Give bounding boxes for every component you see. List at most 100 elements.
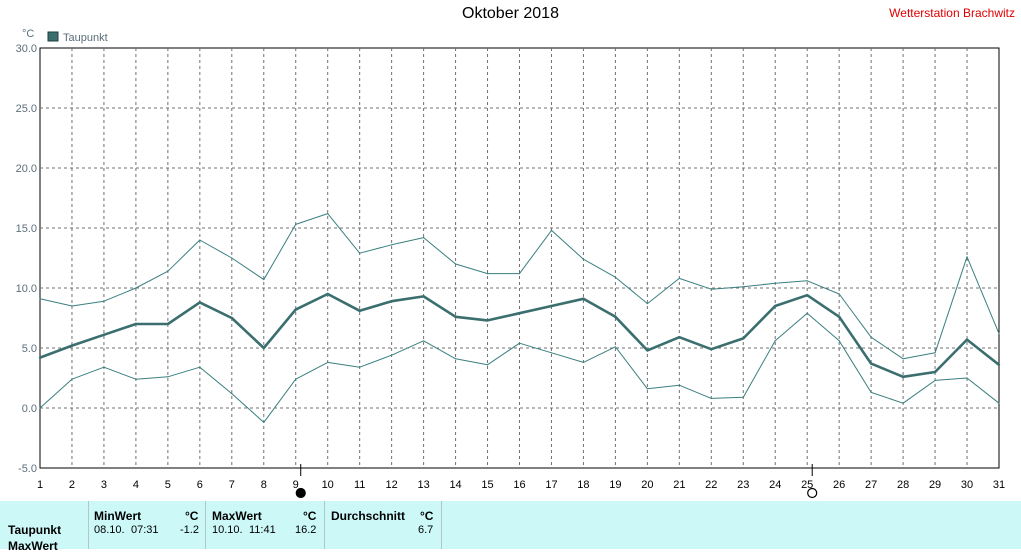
x-tick-label: 4 xyxy=(133,479,139,491)
data-point-max xyxy=(486,273,489,275)
data-point-min xyxy=(486,364,489,366)
data-point-min xyxy=(423,340,425,342)
chart-grid xyxy=(39,47,1000,469)
data-point-max xyxy=(806,280,808,282)
data-point-min xyxy=(391,354,393,356)
y-tick-label: 25.0 xyxy=(16,103,37,115)
data-point-mean xyxy=(326,292,329,296)
y-tick-label: 0.0 xyxy=(22,403,37,415)
x-tick-label: 5 xyxy=(165,479,171,491)
x-tick-label: 24 xyxy=(769,479,781,491)
data-point-max xyxy=(550,229,553,231)
min-time: 07:31 xyxy=(131,524,159,536)
data-point-min xyxy=(966,377,968,379)
data-point-max xyxy=(391,244,393,246)
data-point-mean xyxy=(869,362,873,365)
data-point-min xyxy=(646,388,648,390)
x-tick-label: 25 xyxy=(801,479,813,491)
data-point-max xyxy=(582,258,585,260)
x-tick-label: 23 xyxy=(737,479,749,491)
data-point-mean xyxy=(70,344,74,347)
data-point-mean xyxy=(837,315,841,318)
data-point-mean xyxy=(134,322,138,326)
data-point-min xyxy=(103,366,105,368)
data-point-mean xyxy=(454,315,457,318)
data-point-min xyxy=(774,340,776,342)
data-point-min xyxy=(710,397,712,399)
y-axis-unit: °C xyxy=(22,28,34,40)
x-tick-label: 9 xyxy=(293,479,299,491)
x-tick-label: 22 xyxy=(705,479,717,491)
data-point-mean xyxy=(742,337,745,340)
data-point-max xyxy=(934,352,936,354)
data-point-max xyxy=(966,256,968,258)
data-point-min xyxy=(327,361,329,363)
data-point-max xyxy=(742,286,744,288)
data-point-mean xyxy=(678,336,681,339)
min-unit: °C xyxy=(185,509,199,523)
full-moon-icon xyxy=(807,487,818,499)
data-point-mean xyxy=(965,338,969,341)
data-point-max xyxy=(199,239,201,241)
data-point-min xyxy=(902,402,904,404)
x-tick-label: 30 xyxy=(961,479,973,491)
data-point-mean xyxy=(358,309,361,312)
x-tick-label: 14 xyxy=(449,479,461,491)
x-tick-label: 17 xyxy=(545,479,557,491)
data-point-max xyxy=(998,333,1000,335)
data-point-mean xyxy=(294,308,297,311)
data-point-min xyxy=(199,366,201,368)
footer-row-label-column: Taupunkt MaxWert xyxy=(0,501,89,553)
min-value: -1.2 xyxy=(180,524,199,536)
x-tick-label: 1 xyxy=(37,479,43,491)
data-point-max xyxy=(71,305,73,307)
data-point-min xyxy=(359,366,361,368)
data-point-mean xyxy=(997,363,1001,366)
data-point-max xyxy=(231,257,233,259)
average-unit: °C xyxy=(420,509,434,523)
data-point-mean xyxy=(582,297,585,300)
x-tick-label: 10 xyxy=(322,479,334,491)
data-point-mean xyxy=(230,316,233,320)
data-point-max xyxy=(167,270,169,272)
data-point-min xyxy=(614,346,617,348)
data-point-min xyxy=(934,379,936,381)
data-point-mean xyxy=(550,304,553,308)
min-date: 08.10. xyxy=(94,524,125,536)
data-point-max xyxy=(774,282,776,284)
x-tick-label: 19 xyxy=(609,479,621,491)
x-tick-label: 27 xyxy=(865,479,877,491)
data-point-max xyxy=(838,293,840,295)
data-point-mean xyxy=(646,349,649,352)
max-date: 10.10. xyxy=(212,524,243,536)
max-unit: °C xyxy=(303,509,317,523)
data-point-min xyxy=(295,378,297,380)
x-tick-label: 31 xyxy=(993,479,1005,491)
data-point-mean xyxy=(901,375,905,378)
chart-legend: Taupunkt xyxy=(47,31,108,44)
data-point-mean xyxy=(422,295,425,298)
x-tick-label: 29 xyxy=(929,479,941,491)
max-value: 16.2 xyxy=(295,524,317,536)
data-point-max xyxy=(39,298,41,300)
legend-swatch-taupunkt xyxy=(47,31,59,42)
moon-phase-markers xyxy=(295,464,818,499)
data-point-min xyxy=(998,402,1000,404)
x-tick-label: 28 xyxy=(897,479,909,491)
data-point-min xyxy=(806,312,808,314)
data-point-min xyxy=(678,384,680,386)
y-tick-label: 30.0 xyxy=(16,43,37,55)
data-point-max xyxy=(870,336,872,338)
average-value: 6.7 xyxy=(418,524,434,536)
y-tick-label: 15.0 xyxy=(16,223,37,235)
footer-min-column: MinWert °C 08.10. 07:31 -1.2 xyxy=(89,501,206,549)
data-point-mean xyxy=(614,315,617,318)
data-point-min xyxy=(518,342,521,344)
x-tick-label: 26 xyxy=(833,479,845,491)
station-name: Wetterstation Brachwitz xyxy=(889,6,1015,20)
max-time: 11:41 xyxy=(249,524,276,536)
data-point-mean xyxy=(262,346,265,350)
data-point-max xyxy=(423,237,425,239)
y-tick-label: 10.0 xyxy=(16,283,37,295)
